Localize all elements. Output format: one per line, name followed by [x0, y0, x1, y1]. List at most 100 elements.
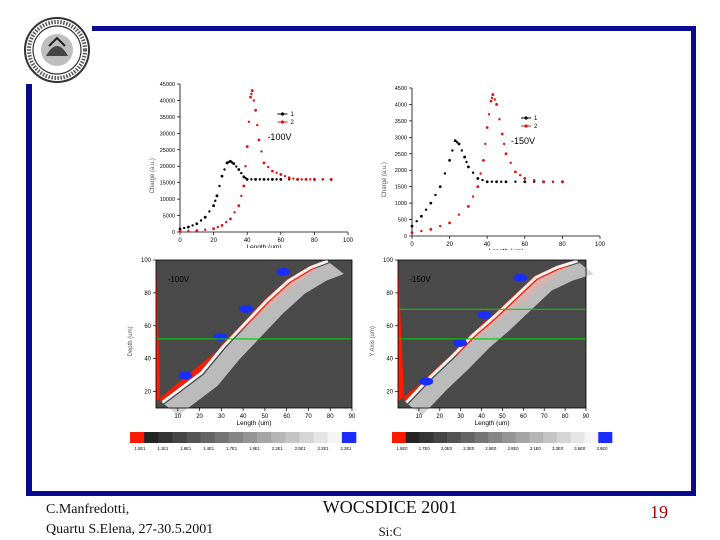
hm150-x-tick-label: 30 [457, 414, 464, 420]
hm100-x-tick-label: 10 [174, 414, 181, 420]
lc150-x-tick-label: 20 [446, 242, 453, 248]
lc150-series-1-point [415, 220, 418, 223]
lc150-series-1-point [443, 172, 447, 175]
hm150-colorbar-label: 2.8E0 [508, 446, 520, 451]
hm100-y-tick-label: 100 [141, 258, 152, 264]
hm100-colorbar-segment [144, 432, 159, 443]
lc150-series-1-point [500, 180, 503, 183]
lc150-series-1-point [457, 142, 461, 146]
lc150-series-2-point [561, 180, 564, 184]
lc150-x-tick-label: 0 [410, 242, 414, 248]
lc150-series-2-point [551, 180, 555, 183]
hm150-hotspot [453, 338, 468, 347]
lc100-bias-annotation: -100V [267, 132, 291, 142]
hm150-colorbar-segment [447, 432, 462, 443]
lc150-y-tick-label: 1500 [395, 185, 407, 191]
lc150-series-2-point [490, 96, 494, 100]
hm100-x-tick-label: 60 [283, 414, 290, 420]
lc150-y-tick-label: 0 [404, 234, 407, 240]
frame-top-bar [92, 26, 696, 31]
lc100-series-2-point [292, 177, 295, 180]
lc150-legend-label: 1 [534, 116, 538, 122]
lc100-series-1-point [178, 227, 182, 231]
lc100-series-1-point [187, 225, 190, 229]
lc100-series-2-point [220, 224, 224, 227]
lc100-series-2-point [313, 177, 316, 181]
lc150-series-1-point [471, 171, 475, 174]
hm150-colorbar-segment [419, 432, 434, 443]
hm100-colorbar-segment [285, 432, 300, 443]
hm150-bias-annotation: -150V [409, 275, 431, 284]
hm150-colorbar-label: 3.6E0 [574, 446, 586, 451]
author-name: C.Manfredotti, [46, 502, 130, 517]
lc150-series-2-point [476, 185, 480, 189]
lc150-series-1-point [504, 180, 508, 184]
lc100-x-tick-label: 80 [311, 238, 318, 244]
lc100-series-1-point [199, 219, 203, 222]
lc100-series-2-point [250, 89, 254, 92]
hm100-colorbar-segment [228, 432, 244, 443]
lc100-series-1-point [232, 162, 236, 165]
lc100-series-1-point [203, 215, 207, 219]
lc100-series-1-point [271, 177, 274, 181]
lc150-series-1-point [495, 180, 498, 184]
lc150-series-2-point [482, 158, 485, 162]
page-number: 19 [650, 502, 668, 522]
hm150-x-tick-label: 20 [436, 414, 443, 420]
hm100-colorbar-label: 1.9E1 [249, 446, 261, 451]
lc150-series-1-point [485, 180, 489, 184]
heatmap-150v: 10 20 30 40 50 60 70 80 90 20 40 60 80 100 Length (um)… [370, 258, 613, 451]
lc100-x-tick-label: 60 [277, 238, 284, 244]
hm150-colorbar-label: 1.5E0 [397, 446, 409, 451]
hm150-x-tick-label: 90 [583, 414, 590, 420]
lc100-y-tick-label: 15000 [160, 181, 175, 187]
hm150-colorbar-segment [515, 432, 530, 443]
hm100-y-tick-label: 40 [144, 357, 151, 363]
lc100-series-1-point [214, 199, 217, 202]
lc100-series-2-point [254, 108, 257, 112]
lc100-series-2-point [287, 176, 291, 180]
hm150-colorbar-segment [392, 432, 407, 443]
lc100-series-2-point [260, 150, 263, 153]
lc150-y-tick-label: 3000 [395, 135, 407, 141]
hm100-colorbar-label: 2.2E1 [272, 446, 284, 451]
lc150-series-2-point [523, 177, 527, 180]
hm100-bias-annotation: -100V [168, 275, 190, 284]
lc100-x-tick-label: 40 [244, 238, 251, 244]
lc100-series-2-point [195, 229, 199, 233]
hm100-x-tick-label: 90 [349, 414, 356, 420]
lc100-series-2-point [321, 178, 324, 181]
lc100-series-1-point [258, 178, 261, 181]
lc150-series-2-point [485, 126, 489, 129]
hm150-hotspot [513, 273, 528, 282]
lc150-series-1-point [451, 149, 454, 152]
lc150-series-1-point [429, 201, 433, 205]
lc150-series-1-point [465, 160, 468, 164]
hm150-bright-edge [405, 259, 579, 404]
lc100-series-2-point [178, 229, 182, 233]
hm150-y-tick-label: 20 [386, 390, 393, 396]
hm150-x-tick-label: 50 [499, 414, 506, 420]
lc150-series-1-point [460, 149, 464, 152]
hm100-x-axis-label: Length (um) [236, 420, 271, 427]
hm150-colorbar-segment [502, 432, 517, 443]
lc150-y-axis-label: Charge (a.u.) [382, 162, 388, 197]
hm150-y-tick-label: 100 [383, 258, 394, 264]
line-chart-150v-panel: 0 20 40 60 80 100 0 500 1000 1500 2000 2500 3000 3500… [366, 80, 614, 250]
lc150-x-tick-label: 60 [521, 242, 528, 248]
hm100-x-tick-label: 20 [196, 414, 203, 420]
lc150-series-1-point [455, 141, 459, 144]
lc100-series-2-point [242, 184, 246, 188]
lc150-series-2-point [479, 172, 482, 175]
hm100-colorbar-label: 1.1E1 [157, 446, 169, 451]
hm100-bright-edge [161, 259, 329, 404]
heatmap-100v-panel: 10 20 30 40 50 60 70 80 90 20 40 60 80 100 Length (um)… [126, 252, 360, 452]
footer-credits: C.Manfredotti, Quartu S.Elena, 27-30.5.2… [46, 500, 213, 540]
hm100-hotspot [213, 332, 228, 341]
lc100-series-2-point [256, 123, 259, 127]
lc150-series-1-point [523, 180, 527, 184]
lc150-series-2-point [504, 152, 508, 156]
lc150-y-tick-label: 2500 [395, 152, 407, 158]
lc100-series-2-point [262, 161, 266, 165]
lc100-x-axis-label: Length (um) [246, 244, 281, 248]
